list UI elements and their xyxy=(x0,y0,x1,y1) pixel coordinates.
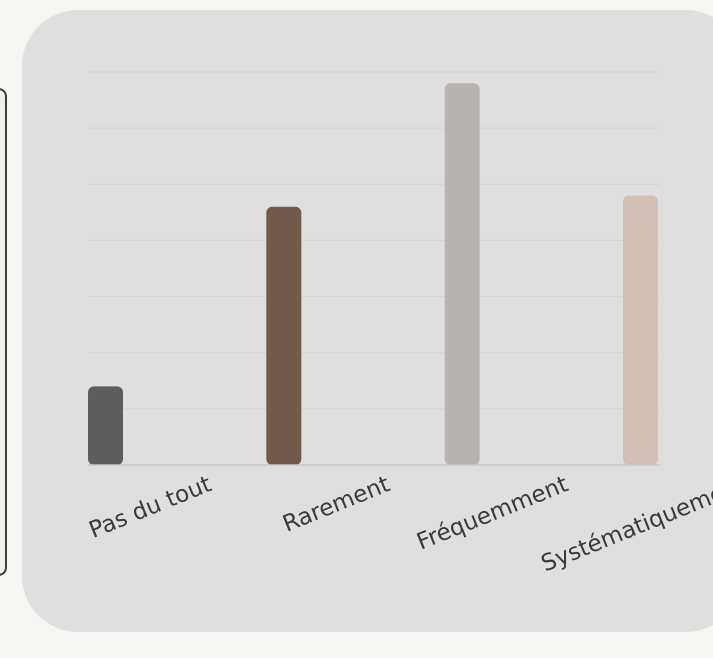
bars xyxy=(88,83,658,465)
x-tick-label-frequemment: Fréquemment xyxy=(413,471,572,555)
x-tick-label-rarement: Rarement xyxy=(279,471,393,537)
bar-systematiquement xyxy=(623,195,658,465)
chart-card xyxy=(22,10,713,632)
x-tick-label-pas-du-tout: Pas du tout xyxy=(86,471,216,544)
bar-pas-du-tout xyxy=(88,386,123,465)
bar-rarement xyxy=(266,206,302,465)
gridlines xyxy=(88,71,660,410)
bar-frequemment xyxy=(444,83,480,465)
x-tick-labels: Pas du tout Rarement FréquemmentSystématiq… xyxy=(86,471,713,577)
